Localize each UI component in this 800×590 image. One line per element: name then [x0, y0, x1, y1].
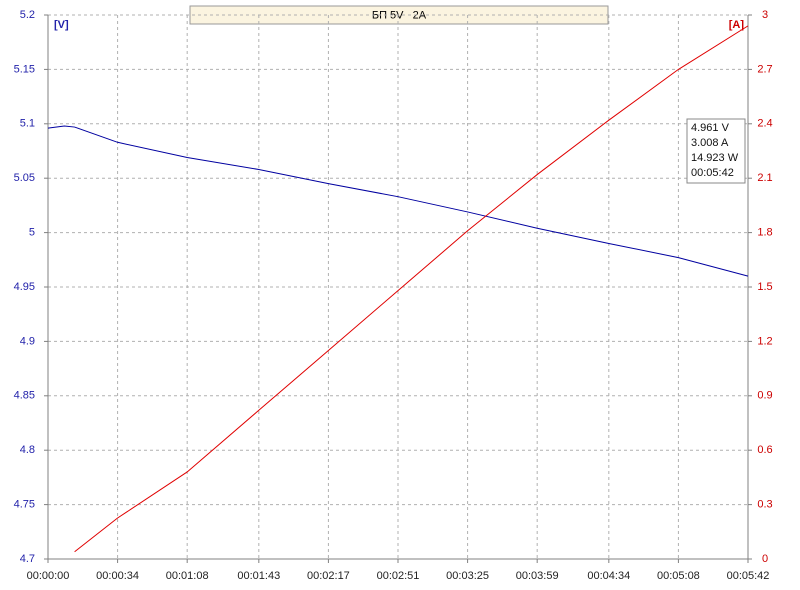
y-axis-label: [V] — [54, 19, 69, 31]
x-tick-label: 00:03:59 — [516, 570, 559, 582]
x-tick-label: 00:02:17 — [307, 570, 350, 582]
chart-title: БП 5V 2A — [372, 9, 427, 21]
y-tick-label: 5.05 — [14, 172, 35, 184]
x-tick-label: 00:00:34 — [96, 570, 139, 582]
y2-tick-label: 0.6 — [757, 444, 772, 456]
y-tick-label: 4.7 — [20, 553, 35, 565]
y2-tick-label: 0.9 — [757, 390, 772, 402]
tooltip-box — [686, 118, 746, 184]
y-tick-label: 5 — [29, 227, 35, 239]
series-line — [74, 25, 749, 553]
x-tick-label: 00:01:08 — [166, 570, 209, 582]
y2-tick-label: 0 — [762, 553, 768, 565]
tooltip-line: 4.961 V — [691, 122, 730, 134]
y-tick-label: 4.8 — [20, 444, 35, 456]
x-tick-label: 00:03:25 — [446, 570, 489, 582]
x-tick-label: 00:01:43 — [237, 570, 280, 582]
y-tick-label: 4.95 — [14, 281, 35, 293]
y2-axis-label: [A] — [729, 19, 745, 31]
x-tick-label: 00:05:42 — [727, 570, 770, 582]
y2-tick-label: 2.4 — [757, 118, 772, 130]
series-line — [47, 125, 749, 277]
y-tick-label: 4.75 — [14, 499, 35, 511]
y2-tick-label: 1.2 — [757, 335, 772, 347]
y2-tick-label: 2.1 — [757, 172, 772, 184]
y2-tick-label: 1.5 — [757, 281, 772, 293]
y2-tick-label: 1.8 — [757, 227, 772, 239]
y-tick-label: 5.2 — [20, 9, 35, 21]
tooltip-line: 14.923 W — [691, 152, 739, 164]
y2-tick-label: 3 — [762, 9, 768, 21]
y2-tick-label: 0.3 — [757, 499, 772, 511]
x-tick-label: 00:00:00 — [27, 570, 70, 582]
y-tick-label: 4.9 — [20, 335, 35, 347]
y-tick-label: 5.15 — [14, 63, 35, 75]
y-tick-label: 4.85 — [14, 390, 35, 402]
tooltip-line: 3.008 A — [691, 137, 729, 149]
tooltip-line: 00:05:42 — [691, 167, 734, 179]
y-tick-label: 5.1 — [20, 118, 35, 130]
x-tick-label: 00:02:51 — [377, 570, 420, 582]
x-tick-label: 00:05:08 — [657, 570, 700, 582]
x-tick-label: 00:04:34 — [587, 570, 630, 582]
y2-tick-label: 2.7 — [757, 63, 772, 75]
